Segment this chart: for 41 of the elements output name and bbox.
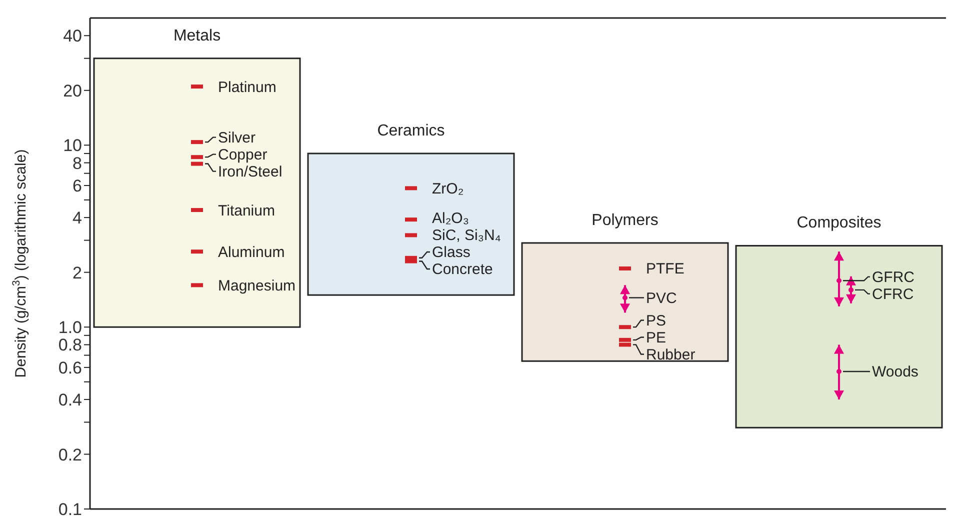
bar — [521, 242, 729, 362]
annotation: PE — [646, 329, 666, 346]
x-tick-label: Ceramics — [377, 122, 445, 140]
annotation: Al₂O₃ — [432, 210, 469, 228]
x-tick-label: Composites — [796, 214, 882, 232]
annotation: CFRC — [872, 286, 914, 304]
annotation: Silver — [218, 130, 256, 147]
y-tick-label: 1.0 — [58, 318, 82, 338]
y-tick-label: 0.2 — [58, 445, 82, 464]
annotation: PS — [646, 312, 666, 330]
annotation: Platinum — [218, 78, 276, 96]
annotation: SiC, Si₃N₄ — [432, 227, 501, 244]
annotation: PTFE — [646, 260, 684, 278]
annotation: PVC — [646, 290, 678, 307]
annotation: Magnesium — [218, 277, 296, 294]
y-tick-label: 6 — [72, 176, 82, 196]
annotation: Titanium — [218, 202, 275, 220]
x-tick-label: Polymers — [592, 212, 658, 229]
y-tick-label: 0.8 — [58, 336, 82, 355]
y-tick-label: 0.6 — [58, 358, 82, 378]
y-tick-label: 0.1 — [58, 500, 82, 520]
x-tick-label: Metals — [173, 27, 221, 44]
annotation: Concrete — [432, 261, 493, 278]
annotation: Copper — [218, 146, 268, 164]
annotation: ZrO₂ — [432, 180, 464, 198]
y-tick-label: 10 — [63, 136, 82, 156]
annotation: Rubber — [646, 346, 696, 364]
y-tick-label: 0.4 — [58, 390, 82, 410]
y-tick-label: 8 — [72, 154, 82, 173]
bar — [93, 58, 301, 328]
annotation: Aluminum — [218, 244, 285, 261]
y-tick-label: 40 — [63, 26, 82, 46]
annotation: Iron/Steel — [218, 164, 282, 181]
y-tick-label: 20 — [63, 81, 82, 100]
annotation: Glass — [432, 244, 470, 262]
bar — [307, 152, 515, 296]
y-tick-label: 4 — [72, 208, 82, 228]
y-tick-label: 2 — [72, 263, 82, 282]
annotation: Woods — [872, 364, 918, 381]
bar — [735, 244, 943, 428]
annotation: GFRC — [872, 269, 915, 286]
